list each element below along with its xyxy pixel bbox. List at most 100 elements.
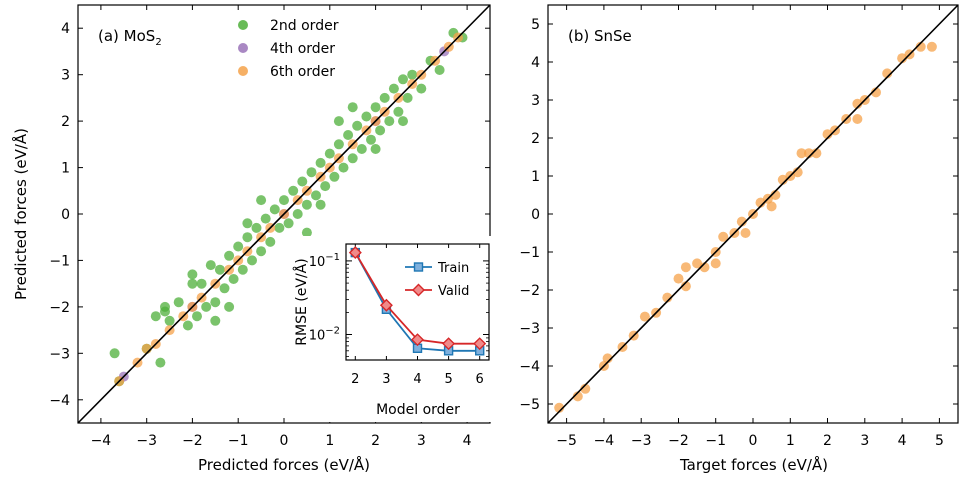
panel-a-point xyxy=(109,348,120,359)
panel-b-point xyxy=(811,148,822,159)
inset-series xyxy=(348,246,487,356)
panel-a-point xyxy=(201,301,212,312)
panel-b-point xyxy=(692,258,703,269)
legend-label-3: 6th order xyxy=(270,64,335,80)
inset-x-axis-label: Model order xyxy=(376,402,460,418)
panel-a-point xyxy=(352,120,363,131)
panel-a-ticks: −4 −3 −2 −1 0 1 2 3 4 −4 −3 −2 −1 0 1 2 3 4 xyxy=(49,5,490,449)
panel-a-point xyxy=(343,130,354,140)
panel-a-x-tick-label: 0 xyxy=(280,433,289,449)
panel-a-reference-line xyxy=(77,4,491,424)
inset-point-valid xyxy=(379,298,393,312)
inset-y-axis-label: RMSE (eV/Å) xyxy=(293,258,310,345)
panel-a-point xyxy=(205,260,216,271)
panel-b-y-tick-label: −4 xyxy=(519,359,540,375)
panel-b-point xyxy=(699,262,710,273)
panel-a-point xyxy=(329,171,340,182)
panel-a-point xyxy=(219,283,230,294)
panel-b-y-tick-label: −1 xyxy=(519,245,540,261)
panel-b-y-tick-label: 5 xyxy=(531,17,540,33)
panel-a-point xyxy=(311,190,321,201)
panel-b-y-tick-label: −2 xyxy=(519,283,540,299)
panel-a-point xyxy=(398,74,408,85)
panel-a-point xyxy=(379,92,390,103)
legend-label-1: 2nd order xyxy=(270,18,339,34)
panel-a-point xyxy=(192,311,202,322)
panel-b-x-tick-label: 3 xyxy=(860,433,869,449)
panel-b-x-tick-label: 5 xyxy=(935,433,944,449)
panel-b-point xyxy=(852,98,863,109)
panel-b-x-tick-label: 2 xyxy=(823,433,832,449)
inset-legend-marker-train xyxy=(413,262,424,272)
inset-legend: Train Valid xyxy=(405,261,469,299)
panel-a-label: (a) MoS2 xyxy=(98,27,162,48)
panel-a-y-tick-label: −4 xyxy=(49,393,70,409)
panel-a-point xyxy=(288,185,299,196)
panel-b-point xyxy=(796,148,807,159)
inset-x-tick-label: 6 xyxy=(476,372,484,387)
inset-y-tick-label: 10−2 xyxy=(309,326,340,344)
panel-a-point xyxy=(274,222,285,233)
panel-a-point xyxy=(269,204,280,215)
panel-b-y-tick-label: 0 xyxy=(531,207,540,223)
panel-a-point xyxy=(333,139,344,150)
panel-a-point xyxy=(370,144,381,154)
panel-b-point xyxy=(680,281,691,292)
panel-b-point xyxy=(572,391,583,402)
panel-a-point xyxy=(260,213,271,224)
panel-a-point xyxy=(210,315,221,326)
panel-a-point xyxy=(315,157,326,168)
panel-b-y-tick-label: 2 xyxy=(531,131,540,147)
panel-b-point xyxy=(822,129,833,140)
panel-a-point xyxy=(320,181,331,192)
panel-a-point xyxy=(256,246,267,257)
panel-a-point xyxy=(150,311,161,322)
legend-marker-3 xyxy=(238,66,248,76)
panel-a-point xyxy=(251,222,262,233)
panel-b-point xyxy=(639,311,650,322)
panel-b-point xyxy=(736,216,747,227)
panel-b-point xyxy=(673,273,684,284)
panel-a-point xyxy=(297,176,308,187)
panel-a-point xyxy=(196,278,207,289)
panel-a-y-tick-label: −2 xyxy=(49,300,70,316)
panel-a-point xyxy=(237,264,248,275)
inset-legend-marker-valid xyxy=(412,283,425,297)
panel-a-point xyxy=(306,167,317,178)
panel-a-point xyxy=(164,315,175,326)
panel-a-y-tick-label: 1 xyxy=(61,161,70,177)
inset-point-valid xyxy=(411,333,424,347)
legend-marker-2 xyxy=(238,43,248,53)
panel-a-point xyxy=(393,106,404,117)
panel-a-y-tick-label: 0 xyxy=(61,207,70,223)
panel-b-y-tick-label: −3 xyxy=(519,321,540,337)
panel-a-y-tick-label: −1 xyxy=(49,253,70,269)
panel-a-x-tick-label: −4 xyxy=(91,433,112,449)
panel-a-point xyxy=(402,92,413,103)
inset-point-valid xyxy=(348,246,362,260)
panel-a-x-tick-label: −1 xyxy=(228,433,249,449)
panel-b-ticks: −5 −4 −3 −2 −1 0 1 2 3 4 5 −5 −4 −3 −2 −1 0 1 2 3 4 5 xyxy=(519,5,958,449)
inset-legend-label-train: Train xyxy=(437,261,469,276)
panel-a-point xyxy=(315,199,326,210)
panel-a-x-tick-label: 3 xyxy=(417,433,426,449)
panel-b-point xyxy=(770,190,781,200)
panel-a-point xyxy=(398,116,408,127)
legend-marker-1 xyxy=(238,20,248,30)
panel-a-point xyxy=(247,255,257,266)
panel-b-point xyxy=(580,383,591,394)
inset-x-tick-label: 2 xyxy=(351,372,359,387)
panel-a-point xyxy=(366,134,376,145)
panel-b-point xyxy=(554,402,565,413)
inset-point-valid xyxy=(442,337,456,351)
panel-a-y-tick-label: 4 xyxy=(61,21,70,37)
panel-a-point xyxy=(256,195,267,206)
panel-a-point xyxy=(155,357,166,368)
panel-a-point xyxy=(375,125,386,136)
panel-a-point xyxy=(283,218,294,229)
panel-a-point xyxy=(214,264,225,275)
inset-legend-label-valid: Valid xyxy=(438,284,469,299)
panel-a-point xyxy=(233,241,244,252)
panel-b-point xyxy=(777,174,788,185)
panel-a-point xyxy=(416,83,427,94)
